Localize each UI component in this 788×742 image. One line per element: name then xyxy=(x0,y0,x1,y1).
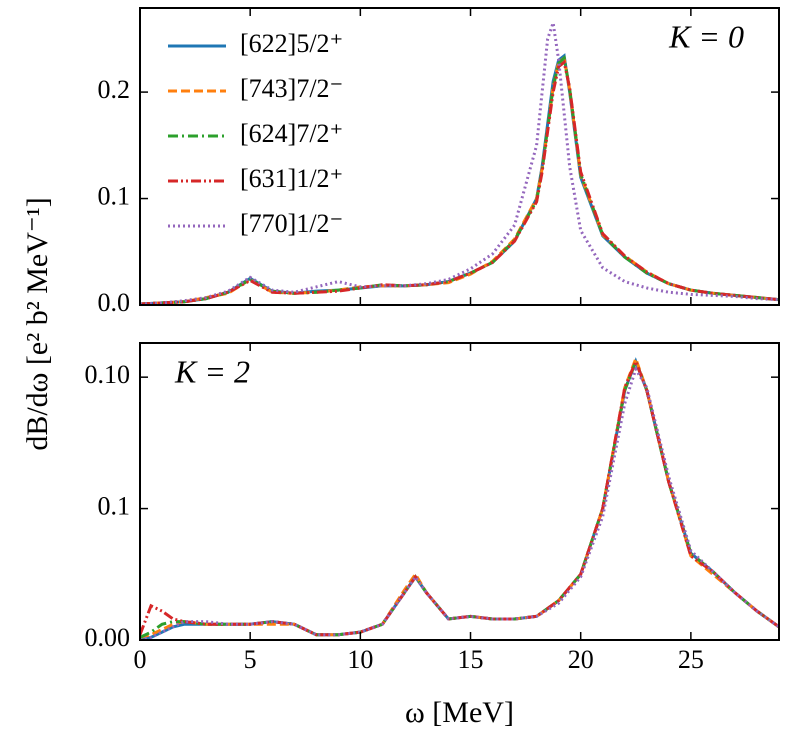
x-tick-label: 15 xyxy=(458,645,484,674)
x-tick-label: 25 xyxy=(678,645,704,674)
x-tick-label: 0 xyxy=(134,645,147,674)
series-line xyxy=(140,357,779,639)
x-tick-label: 20 xyxy=(568,645,594,674)
series-line xyxy=(140,354,779,639)
y-tick-label: 0.10 xyxy=(85,360,131,389)
y-axis-label: dB/dω [e² b² MeV⁻¹] xyxy=(21,197,54,450)
series-line xyxy=(140,54,779,305)
series-line xyxy=(140,365,779,640)
y-tick-label: 0.0 xyxy=(98,288,131,317)
series-line xyxy=(140,55,779,305)
legend-label: [631]1/2⁺ xyxy=(240,164,343,193)
y-tick-label: 0.1 xyxy=(98,492,131,521)
legend-label: [624]7/2⁺ xyxy=(240,119,343,148)
series-line xyxy=(140,53,779,305)
series-line xyxy=(140,357,779,640)
annotation: K = 0 xyxy=(668,18,744,54)
x-axis-label: ω [MeV] xyxy=(405,696,514,729)
y-tick-label: 0.00 xyxy=(85,623,131,652)
x-tick-label: 10 xyxy=(347,645,373,674)
axes-frame xyxy=(139,7,780,306)
series-line xyxy=(140,357,779,637)
y-tick-label: 0.1 xyxy=(98,182,131,211)
legend-label: [770]1/2⁻ xyxy=(240,209,343,238)
x-tick-label: 5 xyxy=(244,645,257,674)
series-line xyxy=(140,59,779,305)
series-line xyxy=(140,22,779,305)
axes-frame xyxy=(139,342,780,641)
legend-label: [622]5/2⁺ xyxy=(240,29,343,58)
annotation: K = 2 xyxy=(174,353,250,389)
legend-label: [743]7/2⁻ xyxy=(240,74,343,103)
y-tick-label: 0.2 xyxy=(98,75,131,104)
